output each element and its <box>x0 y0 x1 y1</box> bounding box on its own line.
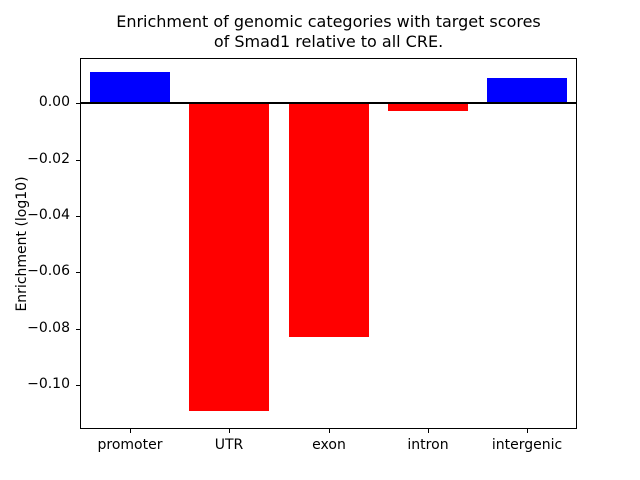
x-tick-label-intergenic: intergenic <box>491 437 563 453</box>
x-tick-label-promoter: promoter <box>97 437 163 453</box>
bar-intergenic <box>487 78 567 103</box>
chart-title: Enrichment of genomic categories with ta… <box>116 12 541 51</box>
y-tick-mark-0 <box>76 103 80 104</box>
y-tick-mark--0.04 <box>76 216 80 217</box>
x-tick-mark-intron <box>428 429 429 433</box>
x-tick-label-exon: exon <box>312 437 346 453</box>
zero-line <box>80 102 577 104</box>
y-tick-mark--0.02 <box>76 160 80 161</box>
bar-promoter <box>90 72 170 103</box>
x-tick-mark-intergenic <box>527 429 528 433</box>
y-tick-label--0.06: −0.06 <box>27 263 70 279</box>
y-tick-mark--0.1 <box>76 385 80 386</box>
x-tick-mark-exon <box>329 429 330 433</box>
y-tick-label-0: 0.00 <box>38 94 70 110</box>
x-tick-label-intron: intron <box>407 437 449 453</box>
y-tick-label--0.04: −0.04 <box>27 207 70 223</box>
x-tick-mark-UTR <box>229 429 230 433</box>
y-axis-label: Enrichment (log10) <box>14 176 30 312</box>
y-tick-label--0.02: −0.02 <box>27 151 70 167</box>
x-tick-mark-promoter <box>130 429 131 433</box>
bar-UTR <box>189 103 269 411</box>
bar-intron <box>388 103 468 111</box>
x-tick-label-UTR: UTR <box>214 437 244 453</box>
bar-exon <box>289 103 369 337</box>
y-tick-mark--0.06 <box>76 272 80 273</box>
y-tick-label--0.08: −0.08 <box>27 320 70 336</box>
y-tick-label--0.1: −0.10 <box>27 376 70 392</box>
y-tick-mark--0.08 <box>76 329 80 330</box>
